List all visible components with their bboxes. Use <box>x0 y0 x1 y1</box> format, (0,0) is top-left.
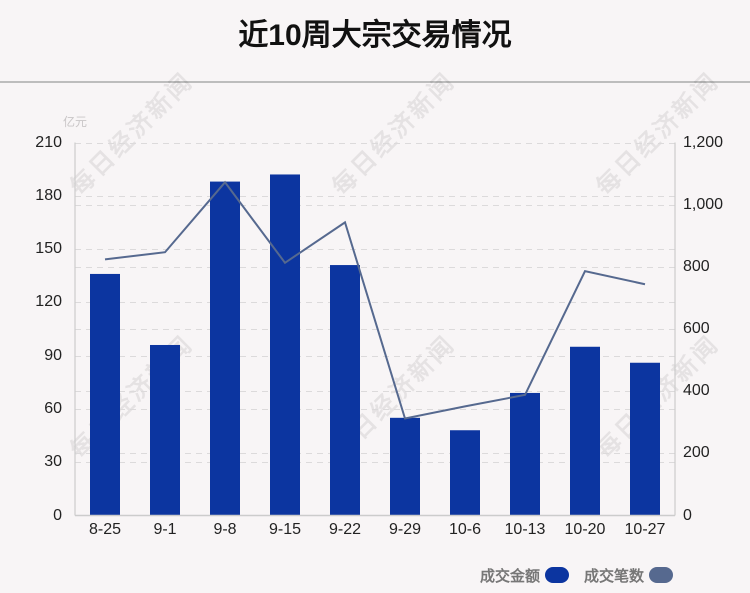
x-tick-label: 10-20 <box>564 521 606 538</box>
bar-9-1 <box>150 344 180 516</box>
bar-9-8 <box>210 181 240 516</box>
bar-series <box>90 174 660 516</box>
y-tick-label-right: 1,000 <box>683 195 724 213</box>
x-tick-label: 10-27 <box>624 521 666 538</box>
y-tick-label-left: 0 <box>53 506 62 524</box>
y-tick-label-right: 800 <box>683 257 710 275</box>
bar-10-27 <box>630 362 660 516</box>
header-divider <box>0 81 750 83</box>
chart-title: 近10周大宗交易情况 <box>238 19 512 52</box>
legend: 成交金额 成交笔数 <box>480 563 674 587</box>
y-tick-label-right: 0 <box>683 506 692 524</box>
bar-9-29 <box>390 417 420 516</box>
legend-label: 成交金额 <box>480 567 541 585</box>
y-tick-label-right: 600 <box>683 320 710 337</box>
bar-9-15 <box>270 174 300 516</box>
bar-9-22 <box>330 265 360 516</box>
y-tick-label-left: 60 <box>44 399 62 417</box>
bar-10-13 <box>510 392 540 516</box>
x-tick-label: 10-6 <box>448 521 482 538</box>
x-tick-label: 9-15 <box>268 521 302 538</box>
x-tick-label: 8-25 <box>88 521 122 538</box>
x-tick-label: 9-8 <box>213 521 237 538</box>
y-tick-label-left: 210 <box>35 133 62 151</box>
bar-8-25 <box>90 273 120 516</box>
y-tick-label-right: 400 <box>683 382 710 400</box>
x-tick-label: 10-13 <box>504 521 546 538</box>
bar-10-20 <box>570 346 600 516</box>
y-tick-label-left: 30 <box>44 453 62 471</box>
legend-item-count[interactable]: 成交笔数 <box>584 565 674 586</box>
y-tick-label-right: 200 <box>683 444 710 462</box>
line-series <box>104 180 646 420</box>
y-tick-label-left: 90 <box>44 346 62 364</box>
y-axis-unit-label: 亿元 <box>63 115 88 129</box>
bar-10-6 <box>450 430 480 516</box>
legend-item-amount[interactable]: 成交金额 <box>480 565 570 586</box>
x-tick-label: 9-1 <box>153 521 177 538</box>
y-tick-label-right: 1,200 <box>683 133 724 151</box>
x-tick-label: 9-29 <box>388 521 422 538</box>
y-tick-label-left: 150 <box>35 240 62 258</box>
rounded-pill-swatch-icon <box>649 567 674 583</box>
y-tick-label-left: 120 <box>35 293 62 311</box>
rounded-pill-swatch-icon <box>545 567 570 583</box>
x-tick-label: 9-22 <box>328 521 362 538</box>
y-tick-label-left: 180 <box>35 186 62 204</box>
legend-label: 成交笔数 <box>584 567 645 585</box>
